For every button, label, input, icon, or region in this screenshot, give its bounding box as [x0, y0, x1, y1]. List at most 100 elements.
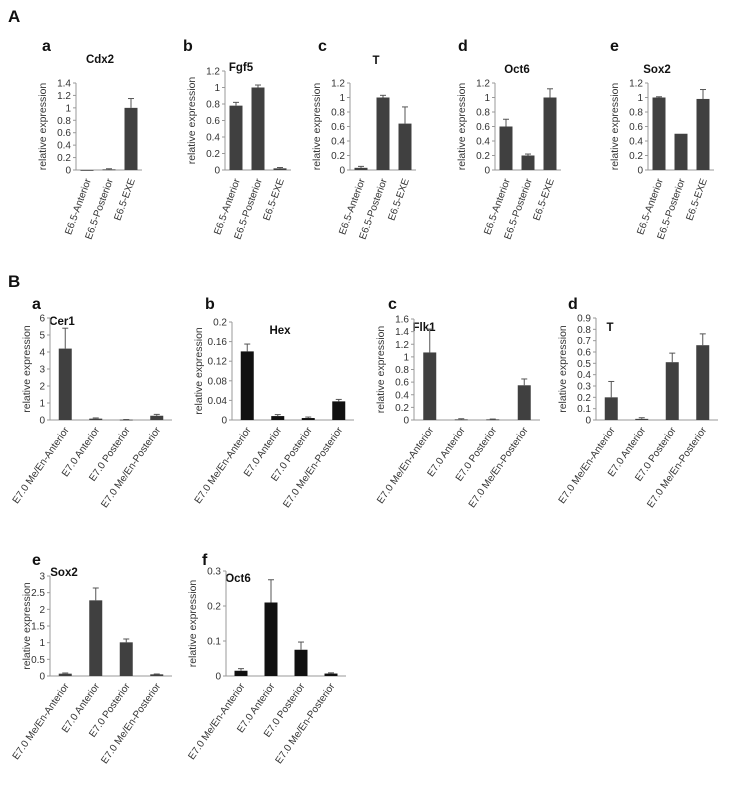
bar: [264, 602, 278, 676]
y-tick-label: 1: [339, 93, 345, 104]
y-axis-label: relative expression: [557, 325, 569, 413]
chart-title: Cer1: [49, 316, 75, 328]
y-tick-label: 0.9: [577, 314, 591, 325]
y-tick-label: 1.5: [31, 622, 45, 633]
y-tick-label: 1.4: [57, 79, 71, 90]
y-tick-label: 0.8: [577, 325, 591, 336]
y-axis-label: relative expression: [375, 326, 387, 414]
y-tick-label: 1: [637, 93, 643, 104]
panel-letter: e: [32, 552, 41, 569]
y-tick-label: 0.8: [395, 365, 409, 376]
category-label: E6.5-EXE: [261, 177, 286, 222]
y-tick-label: 0.3: [207, 567, 221, 578]
chart-title: Flk1: [412, 322, 436, 334]
chart-title: Sox2: [643, 64, 671, 76]
bar: [150, 415, 164, 420]
bar: [251, 87, 265, 170]
bar: [423, 352, 437, 420]
panel-letter: a: [32, 296, 41, 313]
y-tick-label: 0: [221, 416, 227, 427]
y-tick-label: 0.2: [577, 393, 591, 404]
y-tick-label: 0.6: [206, 116, 220, 127]
bar: [89, 418, 103, 420]
y-axis-label: relative expression: [37, 83, 49, 171]
bar: [398, 123, 412, 170]
y-tick-label: 2: [39, 382, 45, 393]
section-label-a: A: [8, 7, 20, 26]
y-tick-label: 2.5: [31, 588, 45, 599]
y-tick-label: 3: [39, 365, 45, 376]
y-tick-label: 0.4: [331, 137, 345, 148]
bar: [499, 126, 513, 170]
chart-panel: d T 00.10.20.30.40.50.60.70.80.9 relative e…: [557, 296, 718, 510]
y-tick-label: 0.12: [208, 357, 228, 368]
y-tick-label: 0.2: [206, 149, 220, 160]
panel-letter: c: [388, 296, 397, 313]
y-tick-label: 0.4: [206, 133, 220, 144]
panel-letter: d: [568, 296, 578, 313]
panel-letter: c: [318, 38, 327, 55]
y-tick-label: 0.2: [629, 151, 643, 162]
y-tick-label: 0: [39, 672, 45, 683]
y-tick-label: 0.2: [476, 151, 490, 162]
bar: [652, 97, 666, 170]
chart-panel: e Sox2 0 0.2 0.4 0.6 0.8 1 1.2 relative expressio…: [609, 38, 714, 241]
panel-letter: b: [205, 296, 215, 313]
bar: [271, 416, 285, 420]
chart-panel: a Cdx2 0 0.20.4 0.60.8 11.21.4 relative expres…: [37, 38, 142, 241]
y-tick-label: 0.8: [476, 108, 490, 119]
bar: [119, 419, 133, 421]
y-tick-label: 0: [403, 416, 409, 427]
y-tick-label: 0.4: [395, 390, 409, 401]
y-tick-label: 4: [39, 348, 45, 359]
panel-letter: a: [42, 38, 51, 55]
y-tick-label: 0.6: [331, 122, 345, 133]
chart-panel: c Flk1 0 0.2 0.40.6 0.8 11.2 1.41.6 relative exp…: [375, 296, 540, 510]
bar: [89, 600, 103, 676]
y-tick-label: 0.4: [629, 137, 643, 148]
category-label: E7.0 Me/En-Posterior: [467, 425, 531, 510]
y-tick-label: 0: [215, 672, 221, 683]
bar: [517, 385, 531, 420]
bar: [58, 673, 72, 676]
y-tick-label: 1: [484, 93, 490, 104]
y-tick-label: 0: [39, 416, 45, 427]
y-tick-label: 0: [214, 166, 220, 177]
category-label: E7.0 Me/En-Posterior: [99, 425, 163, 510]
bar: [273, 168, 287, 170]
panel-letter: b: [183, 38, 193, 55]
y-axis-label: relative expression: [21, 325, 33, 413]
chart-title: Fgf5: [229, 62, 254, 74]
panel-letter: f: [202, 552, 208, 569]
y-tick-label: 0.5: [577, 359, 591, 370]
y-tick-label: 1.2: [395, 340, 409, 351]
y-tick-label: 0.6: [629, 122, 643, 133]
bar: [354, 167, 368, 170]
chart-title: Hex: [269, 325, 291, 337]
bar: [324, 673, 338, 676]
bar: [229, 105, 243, 170]
bar: [604, 397, 618, 420]
y-tick-label: 1: [65, 103, 71, 114]
bar: [665, 362, 679, 420]
y-tick-label: 0.3: [577, 382, 591, 393]
y-tick-label: 0.2: [213, 318, 227, 329]
category-label: E7.0 Me/En-Anterior: [11, 425, 72, 506]
y-tick-label: 0: [65, 166, 71, 177]
y-tick-label: 1.2: [476, 79, 490, 90]
chart-panel: a Cer1 0 1 2 3 4 5 6 relative expression E7.0 Me/E…: [11, 296, 172, 510]
y-tick-label: 0.1: [207, 637, 221, 648]
bar: [521, 155, 535, 170]
y-tick-label: 0.4: [577, 370, 591, 381]
bar: [674, 133, 688, 170]
y-tick-label: 0.2: [395, 403, 409, 414]
y-tick-label: 0.8: [331, 108, 345, 119]
y-tick-label: 1.6: [395, 315, 409, 326]
y-tick-label: 0.6: [395, 378, 409, 389]
y-tick-label: 0.04: [208, 396, 228, 407]
chart-title: T: [606, 322, 613, 334]
bar: [80, 170, 94, 171]
bar: [486, 419, 500, 421]
y-axis-label: relative expression: [609, 83, 621, 171]
